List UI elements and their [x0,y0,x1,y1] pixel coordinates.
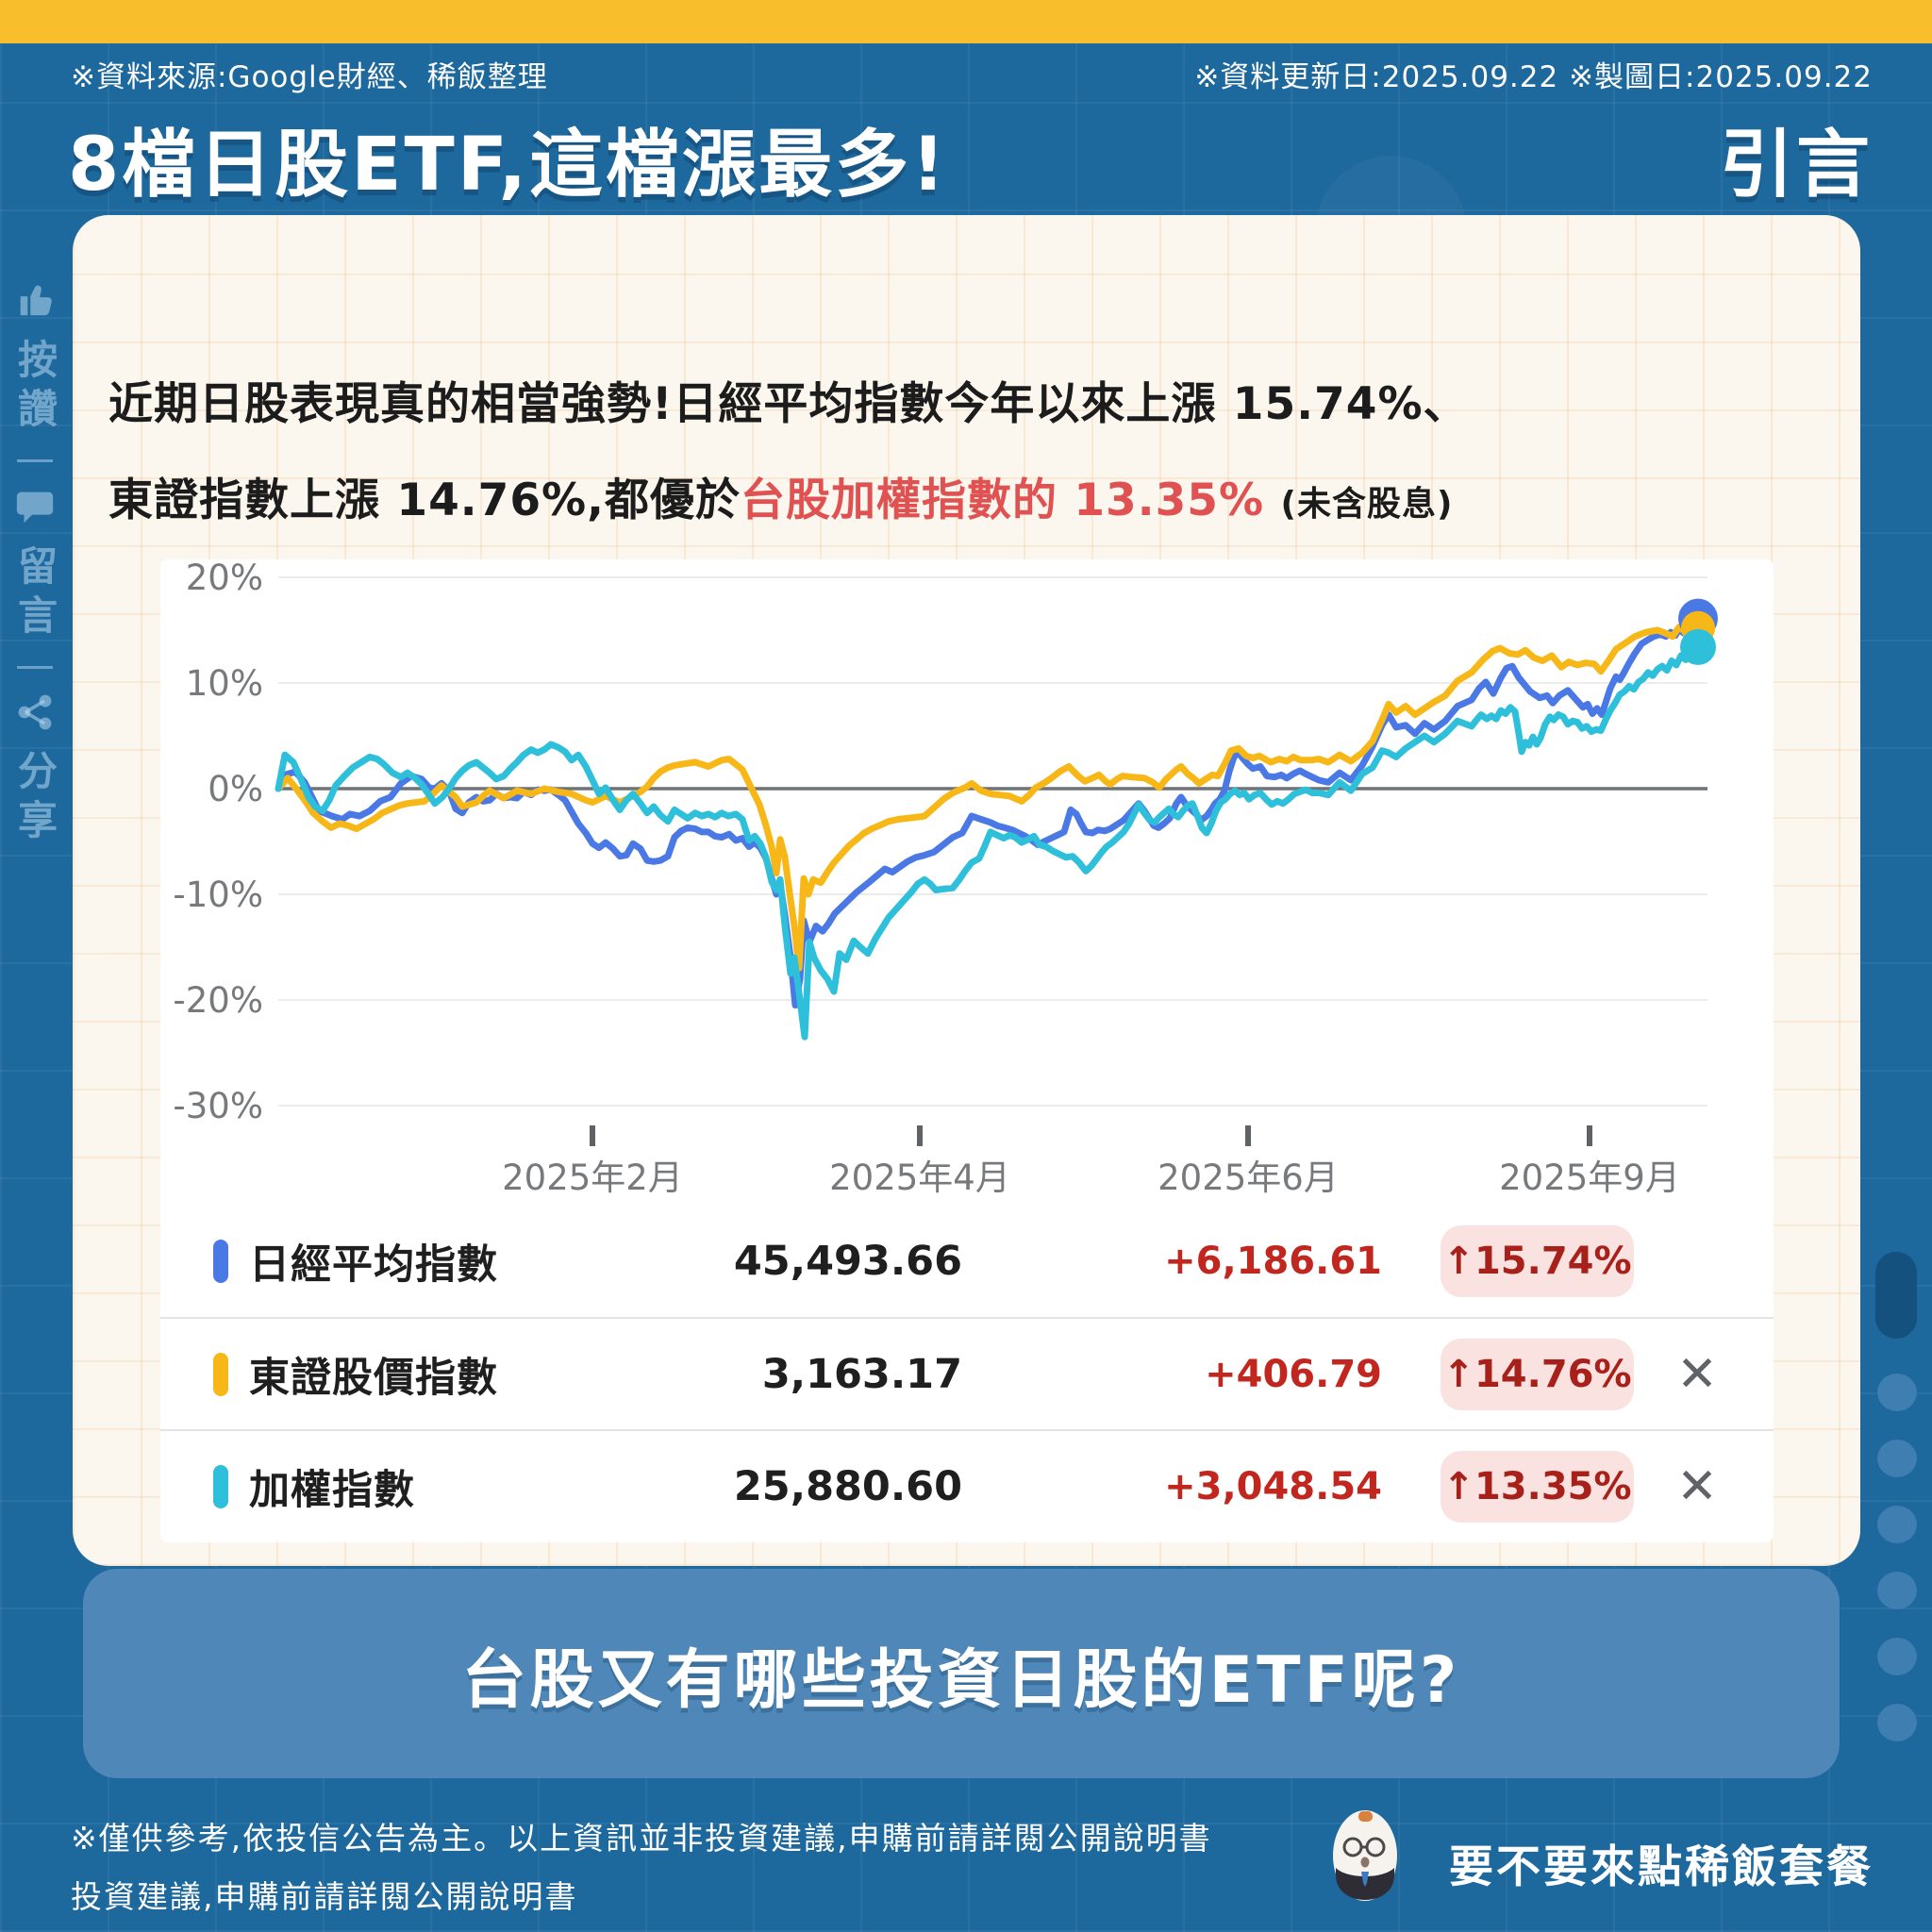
sidebar-divider [17,666,53,669]
svg-text:2025年2月: 2025年2月 [502,1158,683,1198]
right-edge-dot [1877,1638,1917,1675]
percent-badge: ↑14.76% [1441,1338,1634,1410]
share-label[interactable]: 分享 [11,750,58,848]
series-color-pill [213,1352,228,1396]
disclaimer-line-1: ※僅供參考,依投信公告為主。以上資訊並非投資建議,申購前請詳閱公開說明書 [71,1820,1212,1857]
index-change: +3,048.54 [1164,1464,1382,1508]
sidebar-divider [17,459,53,462]
svg-text:-10%: -10% [173,874,263,915]
svg-text:-30%: -30% [173,1086,263,1126]
top-accent-bar [0,0,1932,43]
data-source-note: ※資料來源:Google財經、稀飯整理 [71,60,548,94]
right-edge-pill-decoration [1875,1252,1917,1339]
intro-note: (未含股息) [1280,485,1454,524]
share-icon[interactable] [14,691,56,733]
intro-line-2: 東證指數上漲 14.76%,都優於台股加權指數的 13.35% (未含股息) [108,475,1454,526]
performance-chart: 20% 10% 0% -10% -20% -30% 2025年2月 2025年4月 2025年6… [173,559,1718,1198]
intro-line-1: 近期日股表現真的相當強勢!日經平均指數今年以來上漲 15.74%、 [108,378,1469,430]
table-row[interactable]: 東證股價指數 3,163.17 +406.79 ↑14.76% ✕ [160,1317,1774,1429]
index-value: 25,880.60 [733,1462,962,1510]
disclaimer-line-2: 投資建議,申購前請詳閱公開說明書 [71,1878,578,1915]
index-change: +406.79 [1205,1352,1382,1396]
right-edge-dot [1877,1704,1917,1741]
svg-text:2025年9月: 2025年9月 [1499,1158,1680,1198]
index-value: 45,493.66 [733,1237,962,1285]
svg-text:2025年6月: 2025年6月 [1158,1158,1339,1198]
brand-name: 要不要來點稀飯套餐 [1449,1841,1874,1893]
right-edge-dot [1877,1506,1917,1543]
percent-badge: ↑13.35% [1441,1450,1634,1523]
comment-icon[interactable] [13,485,57,528]
table-row[interactable]: 加權指數 25,880.60 +3,048.54 ↑13.35% ✕ [160,1429,1774,1541]
index-name: 加權指數 [249,1466,415,1514]
question-banner-text: 台股又有哪些投資日股的ETF呢? [461,1642,1461,1718]
question-banner: 台股又有哪些投資日股的ETF呢? [83,1569,1840,1778]
update-date-note: ※資料更新日:2025.09.22 ※製圖日:2025.09.22 [1194,60,1873,94]
index-name: 日經平均指數 [249,1241,498,1289]
right-edge-dot [1877,1572,1917,1609]
index-value: 3,163.17 [761,1350,962,1398]
chart-panel: 20% 10% 0% -10% -20% -30% 2025年2月 2025年4月 2025年6… [160,559,1774,1542]
index-name: 東證股價指數 [249,1354,498,1402]
intro-text: 近期日股表現真的相當強勢!日經平均指數今年以來上漲 15.74%、 東證指數上漲… [92,357,1841,553]
comment-label[interactable]: 留言 [11,545,58,643]
content-card: 近期日股表現真的相當強勢!日經平均指數今年以來上漲 15.74%、 東證指數上漲… [73,215,1860,1566]
percent-badge: ↑15.74% [1441,1224,1634,1297]
quote-table: 日經平均指數 45,493.66 +6,186.61 ↑15.74% 東證股價指… [160,1205,1774,1542]
svg-text:-20%: -20% [173,980,263,1021]
intro-red-highlight: 台股加權指數的 13.35% [740,475,1265,526]
table-row[interactable]: 日經平均指數 45,493.66 +6,186.61 ↑15.74% [160,1205,1774,1317]
close-icon[interactable]: ✕ [1676,1457,1718,1515]
section-tag: 引言 [1719,123,1873,208]
svg-text:2025年4月: 2025年4月 [829,1158,1010,1198]
index-change: +6,186.61 [1164,1239,1382,1283]
thumbs-up-icon[interactable] [13,278,57,322]
svg-text:0%: 0% [208,769,263,809]
like-label[interactable]: 按讚 [11,339,58,437]
social-sidebar: 按讚 留言 分享 [8,278,62,848]
close-icon[interactable]: ✕ [1676,1345,1718,1403]
series-color-pill [213,1464,228,1508]
right-edge-dot [1877,1440,1917,1477]
series-color-pill [213,1239,228,1283]
right-edge-dot [1877,1374,1917,1411]
brand-avatar [1332,1809,1398,1906]
page-title: 8檔日股ETF,這檔漲最多! [68,123,948,208]
svg-text:20%: 20% [186,559,263,598]
svg-text:10%: 10% [186,663,263,704]
